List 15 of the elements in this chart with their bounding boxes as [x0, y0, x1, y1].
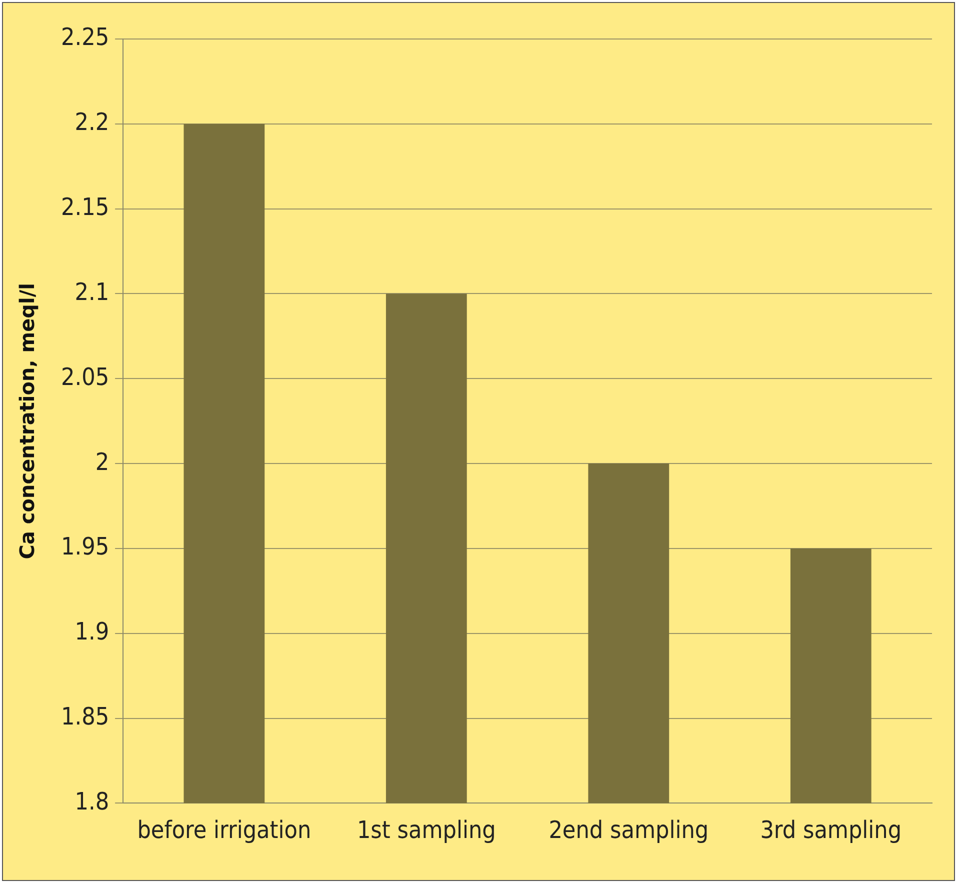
- y-tick-label: 1.9: [74, 618, 110, 646]
- y-tick-label: 2.1: [74, 278, 110, 306]
- y-tick-label: 2.2: [74, 108, 110, 136]
- y-tick-label: 1.95: [60, 532, 110, 561]
- y-tick-label: 1.85: [60, 702, 110, 731]
- y-tick-label: 1.8: [74, 787, 110, 816]
- x-tick-label: 1st sampling: [356, 816, 496, 844]
- x-tick-label: 3rd sampling: [760, 816, 902, 844]
- x-tick-label: 2end sampling: [548, 816, 709, 844]
- y-tick-label: 2: [95, 448, 110, 476]
- x-tick-label: before irrigation: [137, 816, 312, 844]
- y-tick-label: 2.05: [60, 362, 110, 391]
- y-axis-title: Ca concentration, meql/l: [15, 282, 40, 560]
- y-tick-label: 2.15: [60, 193, 110, 222]
- y-tick-label: 2.25: [60, 23, 110, 52]
